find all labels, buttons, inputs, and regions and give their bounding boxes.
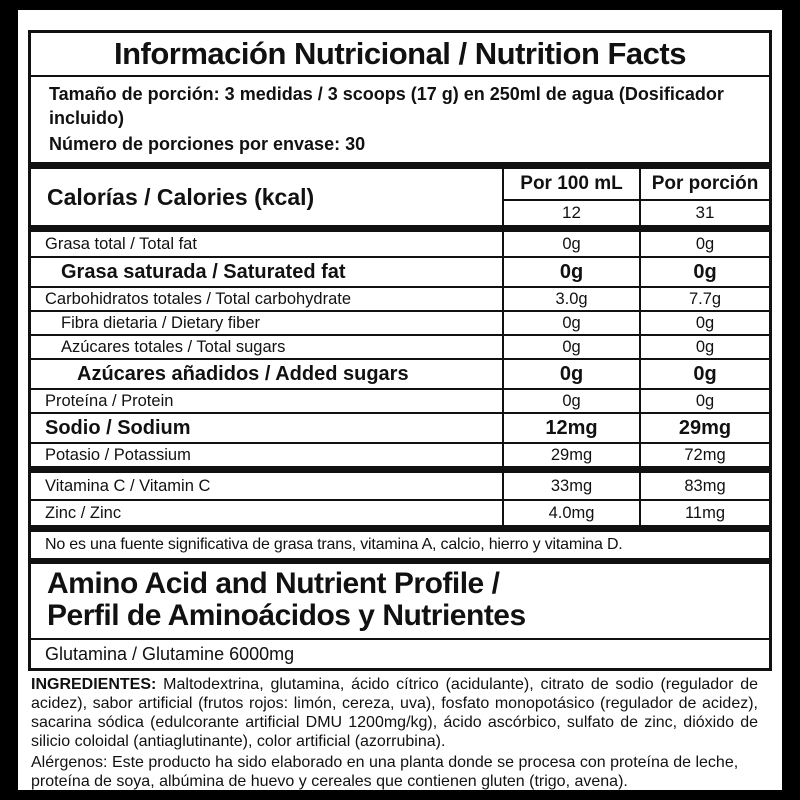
nutrient-per-100ml-value: 33mg [502,473,639,499]
column-header-per-serving: Por porción [639,169,769,201]
nutrition-facts-title: Información Nutricional / Nutrition Fact… [114,36,686,71]
servings-per-container-text: Número de porciones por envase: 30 [49,134,366,154]
column-header-per-100ml: Por 100 mL [502,169,639,201]
nutrient-row: Fibra dietaria / Dietary fiber 0g 0g [31,310,769,334]
nutrient-per-100ml-value: 3.0g [502,288,639,310]
nutrient-per-100ml-value: 12mg [502,414,639,442]
thick-separator [31,225,769,232]
nutrient-per-100ml-value: 0g [502,336,639,358]
amino-profile-title-line1: Amino Acid and Nutrient Profile / [47,567,500,600]
nutrient-row: Zinc / Zinc 4.0mg 11mg [31,499,769,525]
thick-separator [31,525,769,532]
nutrient-per-100ml-value: 0g [502,390,639,412]
glutamine-row: Glutamina / Glutamine 6000mg [45,643,295,664]
amino-profile-panel: Amino Acid and Nutrient Profile / Perfil… [28,561,772,671]
nutrient-label: Potasio / Potassium [45,445,191,464]
nutrition-facts-header: Información Nutricional / Nutrition Fact… [31,33,769,77]
nutrient-row: Carbohidratos totales / Total carbohydra… [31,286,769,310]
nutrient-label: Vitamina C / Vitamin C [45,476,211,495]
nutrient-per-serving-value: 0g [639,258,769,286]
nutrient-per-serving-value: 11mg [639,501,769,525]
nutrient-per-100ml-value: 0g [502,312,639,334]
nutrient-row: Azúcares añadidos / Added sugars 0g 0g [31,358,769,388]
nutrient-row: Azúcares totales / Total sugars 0g 0g [31,334,769,358]
not-significant-source-footnote: No es una fuente significativa de grasa … [45,536,623,553]
nutrient-per-serving-value: 0g [639,390,769,412]
nutrient-per-100ml-value: 0g [502,258,639,286]
ingredients-heading: INGREDIENTES: [31,676,157,693]
nutrient-row: Proteína / Protein 0g 0g [31,388,769,412]
nutrient-label: Sodio / Sodium [45,416,191,439]
nutrient-per-serving-value: 83mg [639,473,769,499]
macronutrients-table: Grasa total / Total fat 0g 0g Grasa satu… [31,232,769,466]
nutrient-row: Vitamina C / Vitamin C 33mg 83mg [31,473,769,499]
label-page: Información Nutricional / Nutrition Fact… [18,10,782,790]
nutrient-label: Proteína / Protein [45,391,174,410]
nutrient-row: Grasa total / Total fat 0g 0g [31,232,769,256]
serving-info-section: Tamaño de porción: 3 medidas / 3 scoops … [31,77,769,162]
nutrient-per-100ml-value: 0g [502,232,639,256]
ingredients-section: INGREDIENTES: Maltodextrina, glutamina, … [31,675,758,791]
micronutrients-table: Vitamina C / Vitamin C 33mg 83mg Zinc / … [31,473,769,525]
nutrient-label: Zinc / Zinc [45,503,122,522]
nutrient-row: Potasio / Potassium 29mg 72mg [31,442,769,466]
calories-per-serving-value: 31 [639,201,769,225]
nutrient-per-100ml-value: 0g [502,360,639,388]
nutrient-per-serving-value: 0g [639,360,769,388]
amino-profile-title: Amino Acid and Nutrient Profile / Perfil… [31,564,769,640]
nutrition-facts-panel: Información Nutricional / Nutrition Fact… [28,30,772,561]
thick-separator [31,162,769,169]
nutrient-label: Azúcares totales / Total sugars [61,337,286,356]
nutrient-per-serving-value: 0g [639,312,769,334]
nutrient-per-serving-value: 7.7g [639,288,769,310]
thick-separator [31,466,769,473]
calories-label: Calorías / Calories (kcal) [47,183,315,210]
amino-profile-title-line2: Perfil de Aminoácidos y Nutrientes [47,599,526,632]
ingredients-body: Maltodextrina, glutamina, ácido cítrico … [31,676,758,750]
ingredients-paragraph: INGREDIENTES: Maltodextrina, glutamina, … [31,675,758,751]
nutrient-label: Grasa saturada / Saturated fat [61,260,346,283]
calories-section: Calorías / Calories (kcal) Por 100 mL Po… [31,169,769,225]
nutrient-per-serving-value: 29mg [639,414,769,442]
serving-size-text: Tamaño de porción: 3 medidas / 3 scoops … [49,84,724,128]
nutrient-per-serving-value: 72mg [639,444,769,466]
nutrient-label: Grasa total / Total fat [45,234,197,253]
nutrient-per-serving-value: 0g [639,232,769,256]
nutrient-row: Grasa saturada / Saturated fat 0g 0g [31,256,769,286]
nutrient-per-serving-value: 0g [639,336,769,358]
nutrient-label: Azúcares añadidos / Added sugars [77,362,409,385]
nutrient-row: Sodio / Sodium 12mg 29mg [31,412,769,442]
calories-per-100ml-value: 12 [502,201,639,225]
allergens-paragraph: Alérgenos: Este producto ha sido elabora… [31,754,739,790]
nutrient-label: Fibra dietaria / Dietary fiber [61,313,260,332]
nutrient-label: Carbohidratos totales / Total carbohydra… [45,289,352,308]
nutrient-per-100ml-value: 29mg [502,444,639,466]
nutrient-per-100ml-value: 4.0mg [502,501,639,525]
